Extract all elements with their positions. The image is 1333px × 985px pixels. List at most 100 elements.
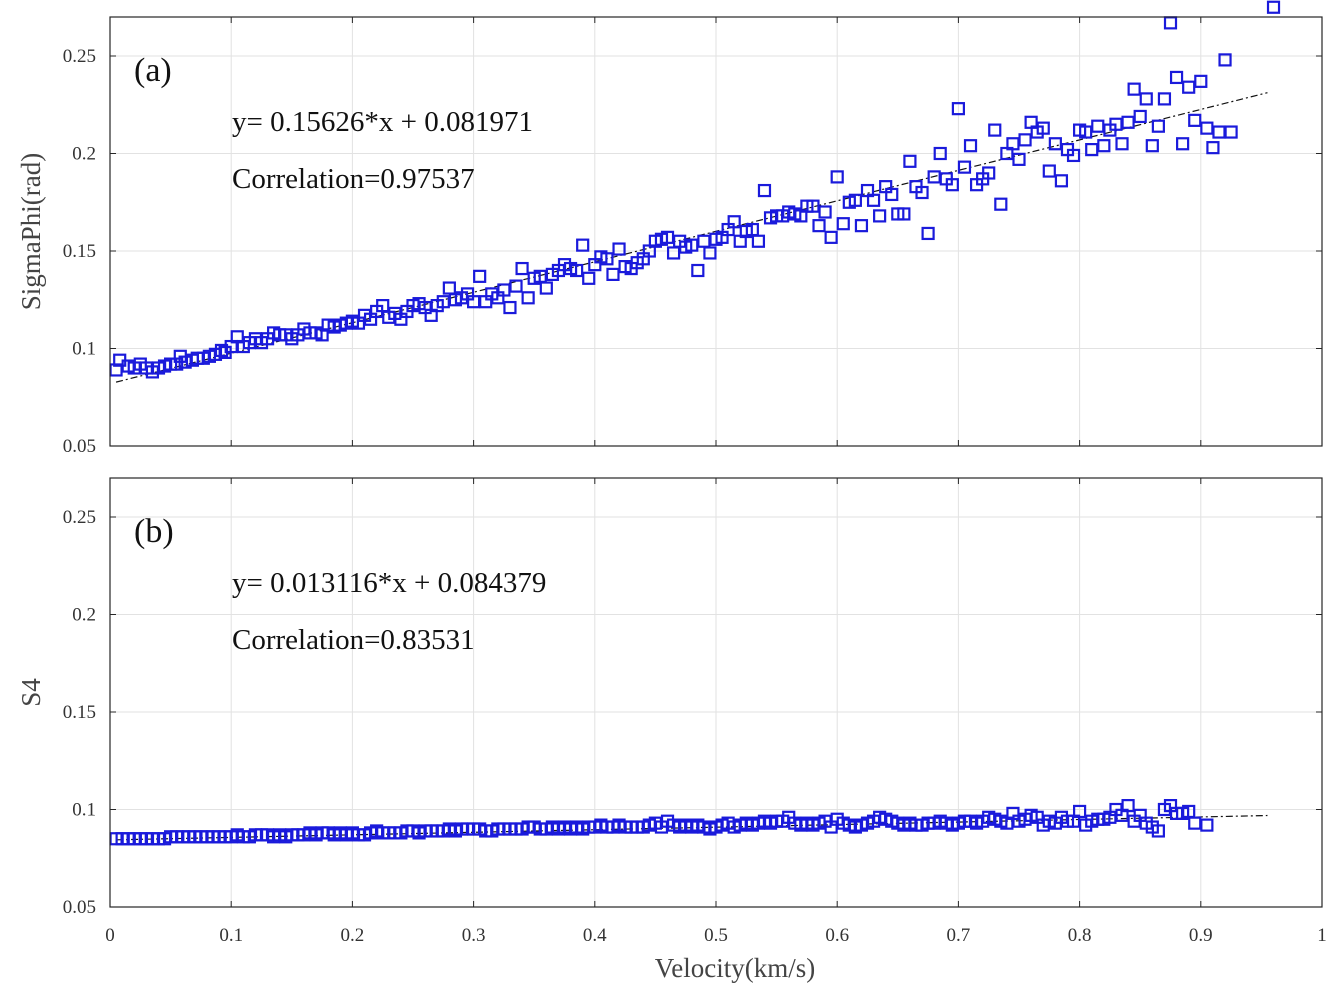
- data-point: [666, 246, 681, 260]
- data-point: [1151, 824, 1165, 838]
- x-tick-label: 0.4: [583, 925, 607, 946]
- data-point: [436, 295, 450, 309]
- x-tick-label: 0.3: [462, 925, 486, 946]
- data-point: [442, 281, 456, 295]
- data-point: [806, 199, 820, 213]
- data-point: [1066, 148, 1081, 163]
- x-tick-label: 1: [1317, 925, 1327, 946]
- data-point: [539, 281, 553, 295]
- data-point: [933, 146, 947, 161]
- data-point: [473, 269, 487, 283]
- data-point: [945, 178, 959, 192]
- data-point: [1266, 0, 1281, 14]
- data-point: [963, 139, 978, 153]
- y-tick-label: 0.25: [63, 46, 96, 67]
- data-point: [885, 187, 899, 202]
- y-tick-label: 0.1: [72, 800, 96, 821]
- data-point: [1121, 798, 1135, 813]
- plot-frame: [109, 16, 1323, 447]
- correlation-text: Correlation=0.97537: [232, 163, 475, 195]
- data-point: [660, 230, 675, 244]
- data-point: [1054, 174, 1069, 188]
- data-point: [1127, 82, 1141, 96]
- data-point: [1218, 53, 1232, 67]
- x-axis-label: Velocity(km/s): [655, 953, 815, 983]
- data-point: [1121, 115, 1135, 129]
- data-point: [703, 246, 717, 260]
- y-tick-label: 0.05: [63, 897, 96, 918]
- data-point: [848, 193, 862, 207]
- data-point: [521, 291, 535, 305]
- data-point: [576, 238, 590, 252]
- x-tick-label: 0.6: [825, 925, 849, 946]
- data-point: [1151, 119, 1165, 133]
- y-tick-label: 0.2: [72, 144, 96, 165]
- data-point: [509, 279, 523, 293]
- data-point: [818, 205, 832, 219]
- y-axis-label: SigmaPhi(rad): [16, 153, 46, 310]
- data-point: [1018, 133, 1032, 147]
- data-point: [830, 170, 844, 184]
- data-point: [1200, 121, 1214, 135]
- data-point: [982, 166, 996, 180]
- data-point: [1212, 125, 1226, 139]
- data-point: [727, 215, 741, 229]
- data-point: [691, 263, 705, 278]
- data-point: [1042, 164, 1056, 178]
- y-tick-label: 0.05: [63, 436, 96, 457]
- data-point: [570, 263, 584, 278]
- data-point: [915, 185, 929, 200]
- data-point: [1048, 137, 1062, 151]
- plot-frame: [109, 477, 1323, 908]
- data-point: [214, 343, 229, 358]
- data-point: [1115, 137, 1129, 151]
- data-point: [1072, 804, 1087, 819]
- data-point: [1133, 109, 1147, 124]
- fit-equation: y= 0.013116*x + 0.084379: [232, 567, 546, 599]
- data-point: [1085, 143, 1099, 157]
- data-point: [1176, 137, 1190, 151]
- data-point: [751, 234, 766, 248]
- data-point: [600, 252, 614, 266]
- x-tick-label: 0.2: [341, 925, 365, 946]
- data-point: [1097, 139, 1111, 153]
- x-tick-label: 0.8: [1068, 925, 1092, 946]
- y-tick-label: 0.1: [72, 339, 96, 360]
- y-tick-label: 0.15: [63, 702, 96, 723]
- data-point: [1157, 92, 1172, 106]
- data-point: [824, 230, 838, 244]
- data-point: [897, 207, 911, 221]
- data-point: [1163, 16, 1178, 30]
- data-point: [951, 102, 966, 116]
- data-point: [612, 242, 626, 256]
- data-point: [606, 267, 620, 281]
- x-tick-label: 0.1: [219, 925, 243, 946]
- data-point: [697, 234, 711, 248]
- data-point: [1036, 121, 1050, 135]
- data-point: [757, 183, 772, 198]
- data-point: [1206, 141, 1220, 155]
- data-point: [467, 295, 481, 309]
- data-point: [1188, 113, 1202, 127]
- data-point: [582, 271, 596, 285]
- data-point: [1079, 125, 1093, 139]
- y-tick-label: 0.2: [72, 605, 96, 626]
- y-tick-label: 0.15: [63, 241, 96, 262]
- data-point: [921, 226, 935, 241]
- data-point: [1006, 137, 1020, 151]
- data-point: [866, 193, 881, 207]
- data-point: [685, 238, 699, 252]
- data-point: [178, 355, 192, 369]
- data-point: [1188, 816, 1202, 830]
- data-point: [957, 160, 972, 174]
- data-point: [903, 154, 917, 168]
- x-tick-label: 0: [105, 925, 115, 946]
- data-point: [1091, 119, 1105, 133]
- data-point: [1012, 152, 1026, 166]
- data-point: [1200, 818, 1214, 832]
- data-point: [873, 209, 887, 223]
- correlation-text: Correlation=0.83531: [232, 624, 475, 656]
- x-tick-label: 0.5: [704, 925, 728, 946]
- data-point: [836, 217, 850, 231]
